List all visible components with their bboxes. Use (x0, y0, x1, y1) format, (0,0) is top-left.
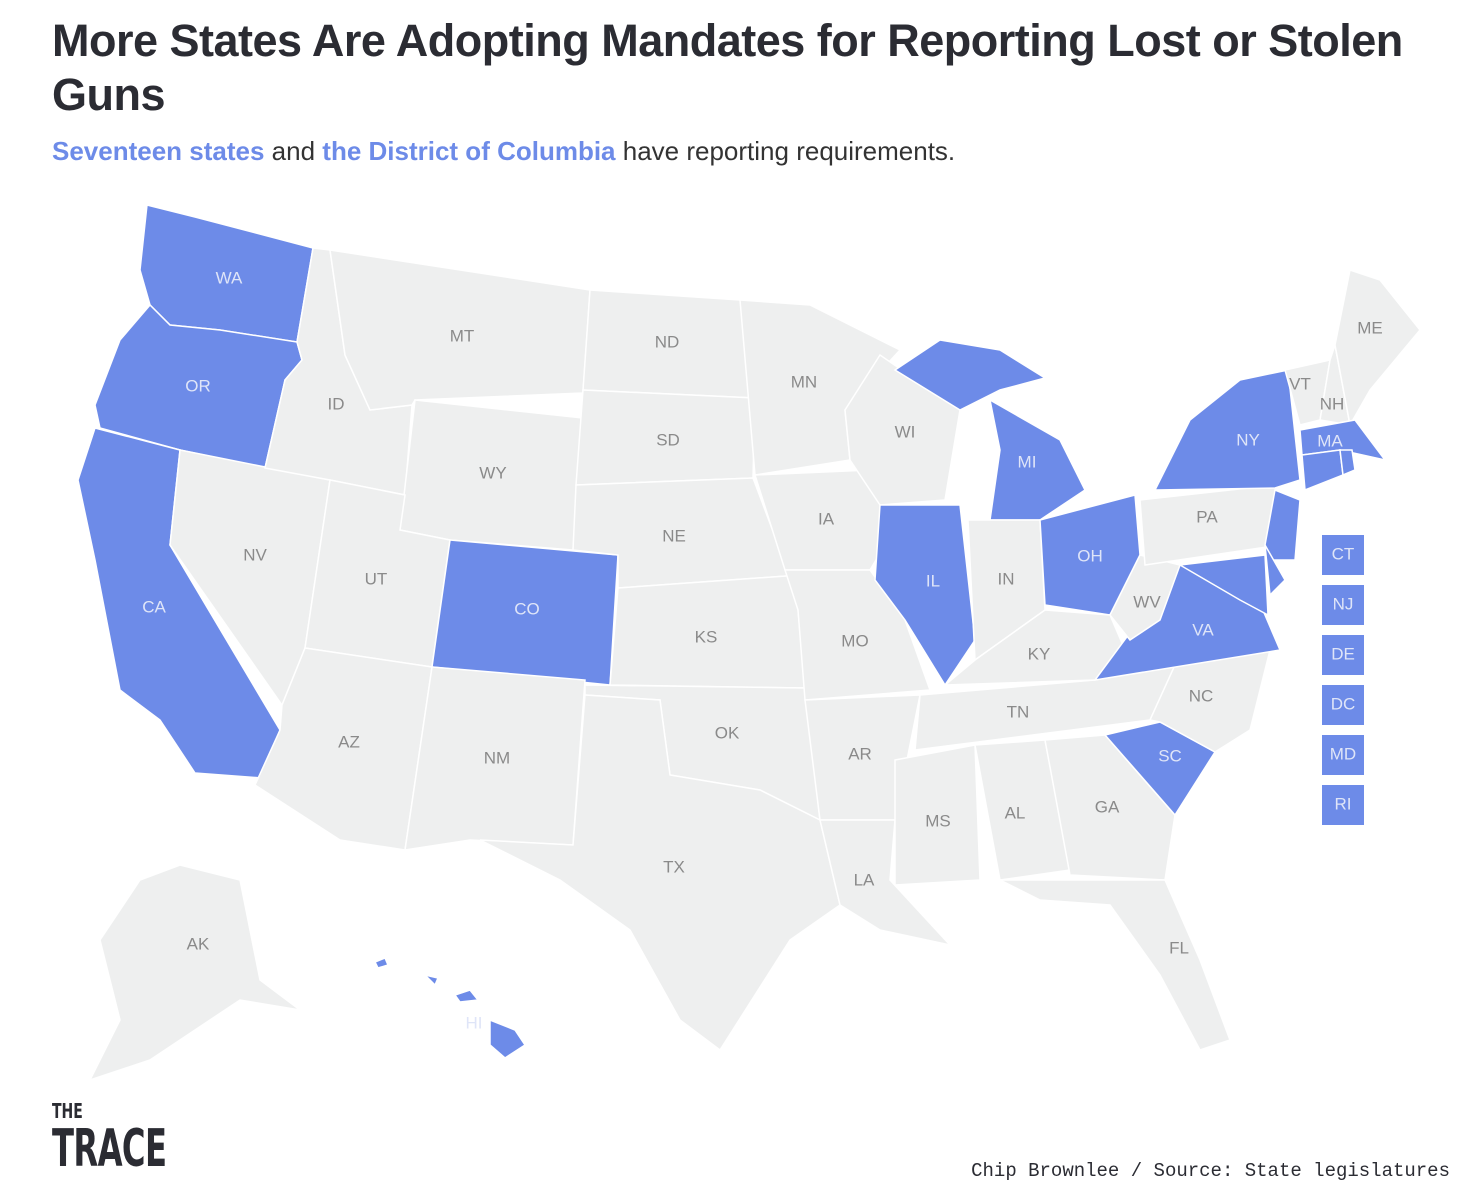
state-label-ky: KY (1028, 644, 1051, 663)
state-mo (783, 569, 932, 701)
state-de (1264, 544, 1286, 597)
small-state-label-ct: CT (1332, 544, 1355, 563)
state-label-or: OR (185, 376, 211, 395)
state-label-id: ID (328, 394, 345, 413)
small-state-label-ri: RI (1335, 794, 1352, 813)
subtitle-highlight-dc: the District of Columbia (322, 136, 616, 166)
state-ct (1301, 449, 1344, 492)
state-label-nc: NC (1189, 686, 1214, 705)
small-state-box-nj (1322, 585, 1364, 625)
small-state-box-dc (1322, 685, 1364, 725)
state-label-ca: CA (142, 597, 166, 616)
state-label-in: IN (998, 569, 1015, 588)
small-state-label-dc: DC (1331, 694, 1356, 713)
state-label-me: ME (1357, 318, 1383, 337)
state-label-va: VA (1192, 620, 1214, 639)
state-label-wy: WY (479, 463, 506, 482)
state-label-hi: HI (466, 1013, 483, 1032)
state-label-ok: OK (715, 723, 740, 742)
state-label-il: IL (926, 571, 940, 590)
state-label-ny: NY (1236, 430, 1260, 449)
state-mi (988, 398, 1086, 521)
state-label-vt: VT (1289, 374, 1311, 393)
state-ny (1153, 369, 1301, 491)
state-hi (373, 957, 527, 1059)
state-label-mn: MN (791, 372, 817, 391)
state-me (1334, 269, 1421, 428)
state-tx (479, 694, 841, 1052)
logo-line1: THE (52, 1099, 83, 1123)
small-state-label-nj: NJ (1333, 594, 1354, 613)
state-label-sc: SC (1158, 746, 1182, 765)
state-nj (1264, 488, 1301, 561)
state-label-ut: UT (365, 569, 388, 588)
state-label-al: AL (1005, 803, 1026, 822)
subtitle: Seventeen states and the District of Col… (52, 136, 955, 167)
state-label-ne: NE (662, 526, 686, 545)
state-label-nh: NH (1320, 394, 1345, 413)
state-label-co: CO (514, 599, 540, 618)
state-mi (893, 339, 1047, 411)
small-state-label-md: MD (1330, 744, 1356, 763)
state-ga (1044, 734, 1176, 881)
state-label-pa: PA (1196, 507, 1218, 526)
state-label-la: LA (854, 870, 875, 889)
state-wv (1109, 554, 1181, 642)
state-label-wi: WI (895, 422, 916, 441)
state-label-ga: GA (1095, 797, 1120, 816)
logo-line2: TRACE (52, 1119, 167, 1179)
state-ak (88, 864, 301, 1082)
small-state-box-md (1322, 735, 1364, 775)
state-label-nm: NM (484, 748, 510, 767)
state-label-nd: ND (655, 332, 680, 351)
state-label-tx: TX (663, 857, 685, 876)
state-label-sd: SD (656, 430, 680, 449)
credit: Chip Brownlee / Source: State legislatur… (971, 1160, 1450, 1182)
state-label-ma: MA (1317, 431, 1343, 450)
subtitle-text: have reporting requirements. (615, 136, 956, 166)
state-label-wa: WA (216, 268, 243, 287)
state-label-az: AZ (338, 732, 360, 751)
the-trace-logo: THE TRACE (52, 1100, 236, 1176)
state-md (1177, 554, 1269, 617)
subtitle-highlight-states: Seventeen states (52, 136, 265, 166)
state-label-fl: FL (1169, 938, 1189, 957)
state-label-wv: WV (1133, 592, 1161, 611)
small-state-box-de (1322, 635, 1364, 675)
state-label-nv: NV (243, 545, 267, 564)
state-label-ms: MS (925, 811, 951, 830)
state-label-oh: OH (1077, 546, 1103, 565)
small-state-label-de: DE (1331, 644, 1355, 663)
subtitle-text: and (264, 136, 323, 166)
state-label-ks: KS (695, 627, 718, 646)
state-label-ia: IA (818, 509, 835, 528)
small-state-box-ct (1322, 535, 1364, 575)
state-label-mi: MI (1018, 452, 1037, 471)
state-label-ar: AR (848, 744, 872, 763)
state-label-mo: MO (841, 631, 868, 650)
state-label-tn: TN (1007, 702, 1030, 721)
state-ri (1339, 449, 1356, 477)
small-state-box-ri (1322, 785, 1364, 825)
state-label-mt: MT (450, 326, 475, 345)
state-ms (894, 744, 981, 886)
state-label-ak: AK (187, 934, 210, 953)
state-fl (999, 879, 1231, 1051)
chart-title: More States Are Adopting Mandates for Re… (52, 15, 1403, 120)
